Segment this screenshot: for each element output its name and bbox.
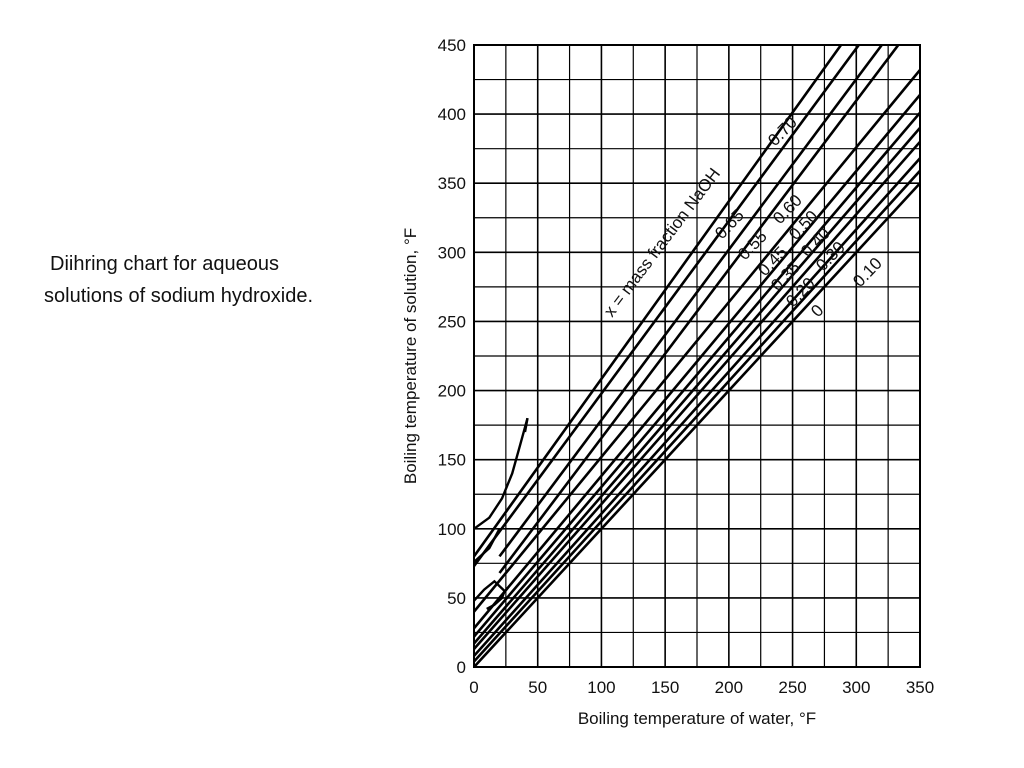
chart-ticks: 0 50 100 150 200 250 300 350 0 50 100 150 200 250 300 3… xyxy=(438,36,935,697)
series-line-0 xyxy=(474,182,920,667)
series-line-0-50 xyxy=(474,69,920,613)
chart-low-region-curves xyxy=(473,417,529,610)
x-tick-label: 200 xyxy=(715,678,743,697)
y-axis-title: Boiling temperature of solution, °F xyxy=(401,228,420,484)
y-tick-label: 400 xyxy=(438,105,466,124)
y-tick-label: 200 xyxy=(438,382,466,401)
y-tick-label: 250 xyxy=(438,312,466,331)
plot-frame xyxy=(473,44,921,668)
x-tick-label: 300 xyxy=(842,678,870,697)
series-line-0-35 xyxy=(474,127,920,645)
y-tick-label: 100 xyxy=(438,520,466,539)
y-tick-label: 150 xyxy=(438,451,466,470)
series-line-0-70 xyxy=(474,45,843,558)
y-tick-label: 300 xyxy=(438,243,466,262)
x-axis-title: Boiling temperature of water, °F xyxy=(578,709,816,728)
x-tick-label: 150 xyxy=(651,678,679,697)
curve-label-0-10: 0.10 xyxy=(849,254,886,291)
series-line-0-10 xyxy=(474,169,920,663)
y-tick-label: 0 xyxy=(457,658,466,677)
series-line-0-65 xyxy=(474,45,860,567)
curve-upper-cusp xyxy=(473,417,529,530)
y-tick-label: 350 xyxy=(438,174,466,193)
x-tick-label: 100 xyxy=(587,678,615,697)
curve-lower-loop xyxy=(473,579,507,610)
caption-line-1: Diihring chart for aqueous xyxy=(50,253,280,275)
chart-series xyxy=(474,45,920,667)
curve-mid-join xyxy=(473,528,501,563)
mass-fraction-annotation: x = mass fraction NaOH xyxy=(600,164,724,320)
x-tick-label: 350 xyxy=(906,678,934,697)
y-tick-label: 450 xyxy=(438,36,466,55)
x-tick-label: 0 xyxy=(469,678,478,697)
series-line-0-45 xyxy=(474,93,920,630)
y-tick-label: 50 xyxy=(447,589,466,608)
series-line-0-60 xyxy=(498,45,883,558)
x-tick-label: 50 xyxy=(528,678,547,697)
slide-caption: Diihring chart for aqueous solutions of … xyxy=(44,248,384,312)
series-line-0-55 xyxy=(498,45,900,574)
caption-line-2: solutions of sodium hydroxide. xyxy=(44,285,314,307)
series-line-0-20 xyxy=(474,157,920,657)
series-line-0-30 xyxy=(474,140,920,650)
x-tick-label: 250 xyxy=(778,678,806,697)
curve-upper-cusp-tip xyxy=(523,417,529,433)
series-line-0-40 xyxy=(474,111,920,638)
